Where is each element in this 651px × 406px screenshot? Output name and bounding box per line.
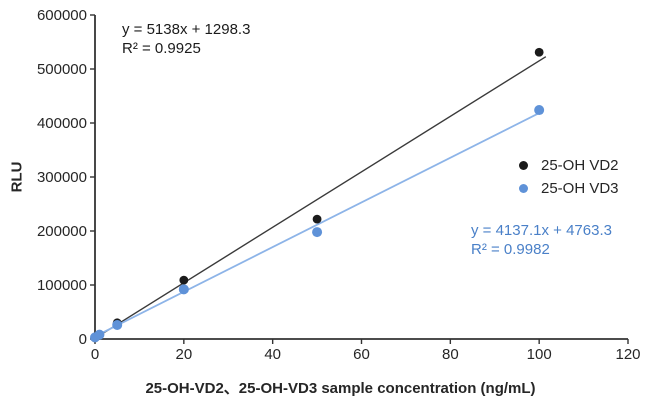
data-point-25-oh-vd2 [179, 275, 189, 285]
x-tick-label: 120 [615, 346, 640, 363]
data-point-25-oh-vd2 [312, 214, 322, 224]
y-tick-label: 300000 [37, 169, 87, 186]
x-tick-label: 40 [264, 346, 281, 363]
vd3-equation-text: y = 4137.1x + 4763.3 [471, 222, 612, 239]
y-tick-label: 0 [79, 331, 87, 348]
legend-item-vd2: 25-OH VD2 [519, 154, 619, 177]
data-point-25-oh-vd3 [178, 284, 189, 295]
y-tick-label: 200000 [37, 223, 87, 240]
data-point-25-oh-vd3 [94, 329, 105, 340]
legend-item-vd3: 25-OH VD3 [519, 177, 619, 200]
data-point-25-oh-vd3 [112, 319, 123, 330]
y-axis-title: RLU [8, 161, 26, 193]
legend: 25-OH VD2 25-OH VD3 [519, 154, 619, 200]
trendline-25-oh-vd2 [94, 56, 547, 339]
vd2-trendline-annotation: y = 5138x + 1298.3 R² = 0.9925 [122, 20, 250, 58]
vd2-equation-text: y = 5138x + 1298.3 [122, 21, 251, 38]
data-point-25-oh-vd3 [312, 227, 323, 238]
x-tick-label: 100 [527, 346, 552, 363]
vd2-r2-text: R² = 0.9925 [122, 40, 201, 57]
x-axis-title: 25-OH-VD2、25-OH-VD3 sample concentration… [145, 380, 536, 397]
vd3-trendline-annotation: y = 4137.1x + 4763.3 R² = 0.9982 [471, 221, 612, 259]
y-tick-label: 600000 [37, 7, 87, 24]
x-tick-label: 80 [442, 346, 459, 363]
x-tick-label: 0 [91, 346, 99, 363]
data-point-25-oh-vd2 [534, 47, 544, 57]
data-point-25-oh-vd3 [534, 105, 545, 116]
y-tick-label: 500000 [37, 61, 87, 78]
y-tick-label: 400000 [37, 115, 87, 132]
trendline-25-oh-vd3 [94, 111, 542, 338]
vd3-legend-marker-icon [519, 184, 528, 193]
vd2-legend-label: 25-OH VD2 [541, 157, 619, 174]
vd3-r2-text: R² = 0.9982 [471, 241, 550, 258]
x-tick-label: 60 [353, 346, 370, 363]
x-tick-label: 20 [175, 346, 192, 363]
vd2-legend-marker-icon [519, 161, 528, 170]
vd3-legend-label: 25-OH VD3 [541, 180, 619, 197]
y-tick-label: 100000 [37, 277, 87, 294]
